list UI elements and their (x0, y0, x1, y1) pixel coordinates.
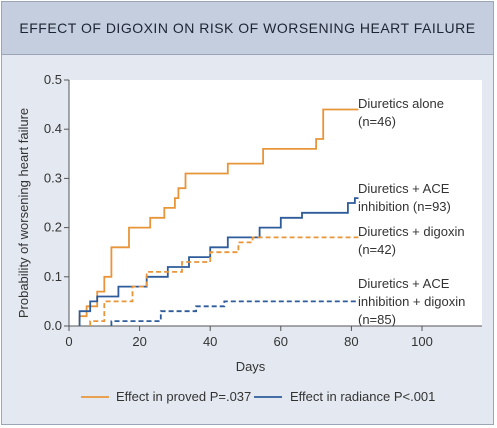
y-axis-label: Probability of worsening heart failure (16, 108, 31, 318)
x-tick-label: 20 (132, 334, 146, 349)
plot-area (69, 80, 482, 326)
series-annotation-4: (n=85) (358, 312, 396, 327)
y-tick-label: 0.3 (44, 170, 62, 185)
x-axis-label: Days (236, 359, 266, 374)
series-annotation-1: (n=46) (358, 114, 396, 129)
x-tick-label: 100 (411, 334, 433, 349)
x-tick-label: 60 (274, 334, 288, 349)
legend-label-1: Effect in proved P=.037 (116, 389, 251, 404)
y-tick-label: 0.5 (44, 72, 62, 87)
series-annotation-3: Diuretics + digoxin (358, 224, 465, 239)
y-tick-label: 0.4 (44, 121, 62, 136)
series-annotation-4: Diuretics + ACE (358, 276, 450, 291)
series-annotation-1: Diuretics alone (358, 96, 444, 111)
legend-label-2: Effect in radiance P<.001 (290, 389, 435, 404)
title-bar: EFFECT OF DIGOXIN ON RISK OF WORSENING H… (2, 2, 493, 55)
series-annotation-4: inhibition + digoxin (358, 294, 465, 309)
series-annotation-3: (n=42) (358, 242, 396, 257)
y-tick-label: 0.1 (44, 269, 62, 284)
series-line-3 (89, 236, 359, 326)
y-tick-label: 0.0 (44, 318, 62, 333)
series-annotation-2: Diuretics + ACE (358, 181, 450, 196)
series-line-4 (110, 300, 359, 326)
chart-title: EFFECT OF DIGOXIN ON RISK OF WORSENING H… (19, 20, 476, 36)
series-line-1 (78, 108, 359, 326)
x-tick-label: 0 (65, 334, 72, 349)
x-tick-label: 40 (203, 334, 217, 349)
x-tick-label: 80 (344, 334, 358, 349)
series-annotation-2: inhibition (n=93) (358, 199, 451, 214)
y-tick-label: 0.2 (44, 220, 62, 235)
